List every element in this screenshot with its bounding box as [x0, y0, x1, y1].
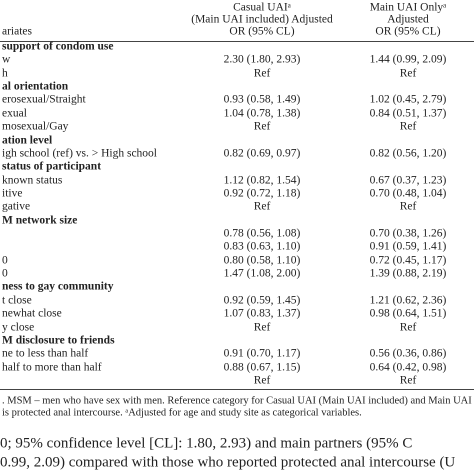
main-value: 0.98 (0.64, 1.51)	[369, 307, 447, 320]
section-title: M disclosure to friends	[2, 334, 115, 347]
bottom-rule	[0, 389, 474, 390]
casual-value: Ref	[253, 200, 271, 213]
casual-value: 0.92 (0.59, 1.45)	[223, 294, 301, 307]
main-value: 0.82 (0.56, 1.20)	[369, 147, 447, 160]
row-label: itive	[2, 187, 23, 200]
main-value: 1.02 (0.45, 2.79)	[369, 93, 447, 106]
row-label: exual	[2, 107, 27, 120]
main-value: Ref	[399, 120, 417, 133]
main-value: Ref	[399, 67, 417, 80]
main-value: 0.70 (0.48, 1.04)	[369, 187, 447, 200]
row-label: ne to less than half	[2, 347, 89, 360]
casual-value: 0.92 (0.72, 1.18)	[223, 187, 301, 200]
footnote: is protected anal intercourse. ᵃAdjusted…	[2, 407, 362, 419]
row-label: y close	[2, 321, 35, 334]
casual-value: Ref	[253, 120, 271, 133]
row-label: 0	[2, 267, 8, 280]
main-value: 0.72 (0.45, 1.17)	[369, 254, 447, 267]
main-value: 0.84 (0.51, 1.37)	[369, 107, 447, 120]
header-casual: (Main UAI included) Adjusted	[191, 13, 333, 26]
row-label: h	[2, 67, 8, 80]
row-label: newhat close	[2, 307, 62, 320]
row-label: w	[2, 53, 11, 66]
row-label: erosexual/Straight	[2, 93, 86, 106]
header-main: Adjusted	[387, 13, 429, 26]
casual-value: 0.91 (0.70, 1.17)	[223, 347, 301, 360]
casual-value: Ref	[253, 67, 271, 80]
main-value: 1.39 (0.88, 2.19)	[369, 267, 447, 280]
header-main: OR (95% CL)	[375, 25, 441, 38]
row-label: igh school (ref) vs. > High school	[2, 147, 158, 160]
row-label: 0	[2, 254, 8, 267]
section-title: al orientation	[2, 80, 69, 93]
casual-value: 0.83 (0.63, 1.10)	[223, 240, 301, 253]
footnote: . MSM – men who have sex with men. Refer…	[2, 395, 472, 407]
section-title: support of condom use	[2, 40, 114, 53]
section-title: ness to gay community	[2, 280, 114, 293]
casual-value: 0.80 (0.58, 1.10)	[223, 254, 301, 267]
casual-value: Ref	[253, 374, 271, 387]
header-casual: OR (95% CL)	[229, 25, 295, 38]
section-title: ation level	[2, 134, 53, 147]
main-value: Ref	[399, 321, 417, 334]
section-title: M network size	[2, 214, 78, 227]
main-value: Ref	[399, 200, 417, 213]
main-value: Ref	[399, 374, 417, 387]
main-value: 0.64 (0.42, 0.98)	[369, 361, 447, 374]
header-label: ariates	[2, 25, 33, 38]
row-label: t close	[2, 294, 32, 307]
row-label: gative	[2, 200, 31, 213]
row-label: mosexual/Gay	[2, 120, 69, 133]
main-value: 0.56 (0.36, 0.86)	[369, 347, 447, 360]
casual-value: 0.88 (0.67, 1.15)	[223, 361, 301, 374]
casual-value: 2.30 (1.80, 2.93)	[223, 53, 301, 66]
section-title: status of participant	[2, 160, 102, 173]
header-main: Main UAI Onlyᵃ	[369, 1, 447, 14]
body-text: 0; 95% confidence level [CL]: 1.80, 2.93…	[0, 435, 413, 452]
main-value: 1.44 (0.99, 2.09)	[369, 53, 447, 66]
header-rule	[0, 41, 474, 42]
casual-value: 1.12 (0.82, 1.54)	[223, 174, 301, 187]
body-text: 0.99, 2.09) compared with those who repo…	[0, 454, 456, 471]
main-value: 1.21 (0.62, 2.36)	[369, 294, 447, 307]
casual-value: Ref	[253, 321, 271, 334]
main-value: 0.67 (0.37, 1.23)	[369, 174, 447, 187]
row-label: half to more than half	[2, 361, 102, 374]
main-value: 0.70 (0.38, 1.26)	[369, 227, 447, 240]
casual-value: 0.82 (0.69, 0.97)	[223, 147, 301, 160]
casual-value: 0.93 (0.58, 1.49)	[223, 93, 301, 106]
casual-value: 1.47 (1.08, 2.00)	[223, 267, 301, 280]
row-label: known status	[2, 174, 63, 187]
main-value: 0.91 (0.59, 1.41)	[369, 240, 447, 253]
casual-value: 1.04 (0.78, 1.38)	[223, 107, 301, 120]
casual-value: 1.07 (0.83, 1.37)	[223, 307, 301, 320]
header-casual: Casual UAIᵃ	[233, 1, 291, 14]
casual-value: 0.78 (0.56, 1.08)	[223, 227, 301, 240]
